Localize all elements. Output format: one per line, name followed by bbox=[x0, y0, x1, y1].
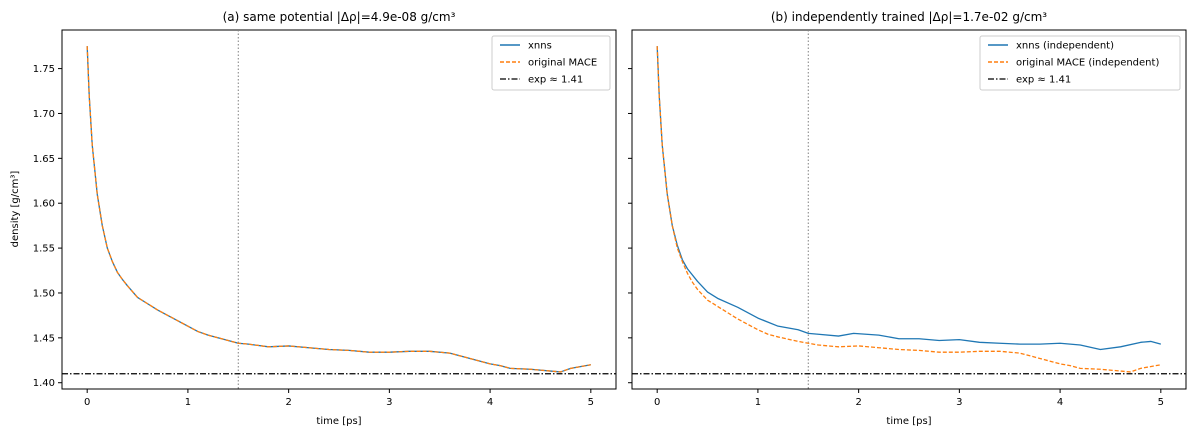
x-tick-label: 2 bbox=[855, 397, 861, 408]
chart-title-b: (b) independently trained |Δρ|=1.7e-02 g… bbox=[771, 10, 1047, 24]
legend-b: xnns (independent) original MACE (indepe… bbox=[979, 35, 1181, 91]
x-tick-label: 2 bbox=[285, 397, 291, 408]
x-tick-label: 4 bbox=[1057, 397, 1063, 408]
x-tick-label: 5 bbox=[1158, 397, 1164, 408]
y-tick-label: 1.70 bbox=[33, 109, 55, 120]
series-line-original-mace-a bbox=[86, 46, 591, 373]
legend-label-xnns: xnns bbox=[528, 41, 552, 52]
plot-area-b bbox=[632, 30, 1186, 389]
x-axis-label-b: time [ps] bbox=[886, 416, 931, 427]
x-tick-label: 1 bbox=[185, 397, 191, 408]
y-tick-label: 1.65 bbox=[33, 154, 55, 165]
x-axis-label-a: time [ps] bbox=[316, 416, 361, 427]
x-tick-label: 3 bbox=[386, 397, 392, 408]
legend-label-original-mace-independent: original MACE (independent) bbox=[1016, 58, 1159, 69]
x-tick-label: 1 bbox=[755, 397, 761, 408]
legend-label-xnns-independent: xnns (independent) bbox=[1016, 41, 1114, 52]
y-tick-label: 1.55 bbox=[33, 244, 55, 255]
chart-title-a: (a) same potential |Δρ|=4.9e-08 g/cm³ bbox=[223, 10, 456, 24]
series-line-xnns-a bbox=[86, 46, 591, 373]
legend-label-exp-a: exp ≈ 1.41 bbox=[528, 75, 583, 86]
ticks-a: 0 1 2 3 4 5 1.40 1.45 1.50 1.55 1.60 1.65 1.70 1.75 bbox=[33, 64, 594, 408]
x-tick-label: 5 bbox=[588, 397, 594, 408]
plot-area-a bbox=[62, 30, 616, 389]
x-tick-label: 4 bbox=[487, 397, 493, 408]
legend-label-original-mace: original MACE bbox=[528, 58, 597, 69]
y-tick-label: 1.40 bbox=[33, 378, 55, 389]
legend-box-a bbox=[491, 35, 611, 91]
x-tick-label: 0 bbox=[654, 397, 660, 408]
panel-b: (b) independently trained |Δρ|=1.7e-02 g… bbox=[628, 10, 1187, 427]
x-tick-label: 3 bbox=[956, 397, 962, 408]
legend-label-exp-b: exp ≈ 1.41 bbox=[1016, 75, 1071, 86]
ticks-b: 0 1 2 3 4 5 bbox=[628, 68, 1164, 408]
legend-box-b bbox=[979, 35, 1181, 91]
x-tick-label: 0 bbox=[84, 397, 90, 408]
series-line-xnns-b bbox=[656, 46, 1161, 351]
plot-frame-a bbox=[61, 29, 617, 390]
y-tick-label: 1.50 bbox=[33, 288, 55, 299]
y-tick-label: 1.75 bbox=[33, 64, 55, 75]
plot-frame-b bbox=[631, 29, 1187, 390]
legend-a: xnns original MACE exp ≈ 1.41 bbox=[491, 35, 611, 91]
series-line-original-mace-b bbox=[656, 46, 1161, 373]
y-tick-label: 1.45 bbox=[33, 333, 55, 344]
y-axis-label-a: density [g/cm³] bbox=[10, 171, 21, 248]
panel-a: (a) same potential |Δρ|=4.9e-08 g/cm³ ti… bbox=[10, 10, 617, 427]
y-tick-label: 1.60 bbox=[33, 199, 55, 210]
